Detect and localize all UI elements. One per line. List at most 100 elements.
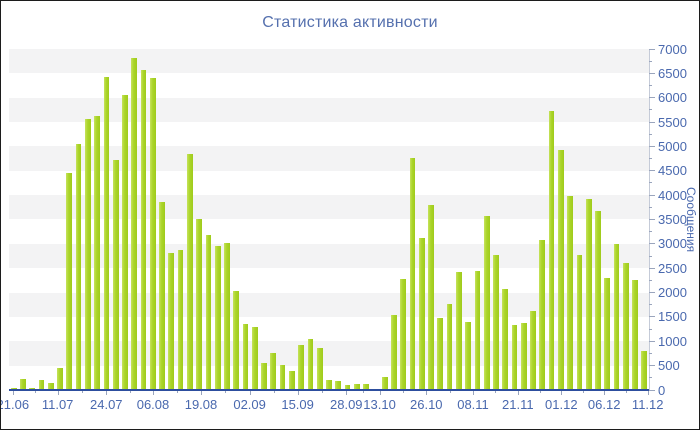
- y-axis-label: 2500: [658, 260, 687, 276]
- x-minor-tick: [129, 391, 131, 393]
- gridband: [9, 97, 649, 123]
- y-axis-label: 3500: [658, 212, 687, 227]
- x-major-tick: [561, 391, 563, 395]
- bar: [530, 311, 536, 390]
- y-major-tick: [649, 243, 655, 245]
- y-axis-label: 500: [658, 358, 680, 374]
- bar: [84, 118, 91, 390]
- y-major-tick: [649, 292, 655, 294]
- x-major-tick: [297, 391, 299, 395]
- bar: [233, 291, 240, 390]
- x-major-tick: [346, 391, 348, 395]
- y-minor-tick: [649, 60, 652, 62]
- y-axis-label: 5000: [658, 138, 687, 154]
- bar: [94, 115, 100, 390]
- y-major-tick: [649, 219, 655, 220]
- bar: [66, 173, 73, 390]
- bar: [316, 347, 323, 390]
- bar: [465, 321, 471, 390]
- bar: [585, 198, 592, 390]
- x-axis-label: 11.07: [41, 397, 74, 412]
- bar: [613, 243, 620, 390]
- x-axis: 21.06 11.07 24.07 06.08 19.08 02.09 15.09 28.09…: [1, 391, 664, 413]
- bar: [261, 363, 267, 390]
- bar: [242, 324, 249, 390]
- y-minor-tick: [649, 255, 652, 257]
- x-minor-tick: [362, 391, 364, 393]
- y-axis-label: 5500: [658, 114, 687, 130]
- bar: [595, 210, 601, 390]
- bar: [205, 234, 212, 390]
- x-minor-tick: [321, 391, 323, 393]
- y-axis: 0 500 1000 1500 2000 2500 3000 3500 4000 4500 5000…: [649, 42, 699, 398]
- bar: [353, 384, 360, 390]
- y-axis-label: 0: [658, 382, 666, 398]
- y-axis-label: 4500: [658, 163, 687, 179]
- bar: [103, 77, 110, 390]
- bar: [428, 205, 434, 390]
- bar: [47, 383, 54, 390]
- y-minor-tick: [649, 231, 652, 233]
- x-minor-tick: [81, 391, 83, 393]
- y-axis-label: 1000: [658, 333, 687, 349]
- y-minor-tick: [649, 182, 652, 184]
- y-minor-tick: [649, 304, 652, 306]
- y-axis-label: 6000: [658, 90, 687, 106]
- y-axis-label: 7000: [658, 41, 687, 57]
- y-major-tick: [649, 72, 655, 74]
- x-axis-line: [9, 389, 649, 391]
- bar: [122, 94, 128, 390]
- y-minor-tick: [649, 109, 652, 111]
- bar: [214, 245, 221, 390]
- bar: [10, 387, 17, 390]
- x-minor-tick: [539, 391, 541, 393]
- bar: [279, 365, 286, 390]
- x-axis-label: 01.12: [545, 397, 578, 412]
- y-minor-tick: [649, 158, 652, 160]
- bar: [632, 280, 638, 390]
- x-minor-tick: [177, 391, 178, 393]
- y-major-tick: [649, 365, 655, 367]
- bar: [400, 279, 407, 390]
- y-axis-label: 4000: [658, 187, 687, 203]
- x-major-tick: [106, 391, 108, 395]
- y-minor-tick: [649, 377, 652, 379]
- bar: [641, 351, 648, 390]
- x-minor-tick: [225, 391, 227, 393]
- bar: [446, 304, 453, 390]
- x-minor-tick: [402, 391, 404, 393]
- y-minor-tick: [649, 328, 652, 330]
- bar: [418, 238, 425, 390]
- bar: [391, 314, 397, 390]
- bar: [159, 202, 165, 390]
- x-axis-label: 21.11: [502, 397, 534, 412]
- bar: [558, 149, 564, 390]
- bar: [511, 325, 518, 390]
- y-minor-tick: [649, 206, 652, 208]
- bar: [493, 254, 499, 390]
- y-major-tick: [649, 389, 655, 391]
- x-major-tick: [201, 391, 202, 395]
- bar: [474, 270, 481, 390]
- bar: [539, 240, 546, 390]
- x-axis-label: 21.06: [1, 397, 30, 412]
- bar: [483, 216, 490, 390]
- bar: [409, 158, 416, 390]
- x-axis-label: 19.08: [184, 397, 218, 412]
- bar: [326, 380, 332, 390]
- bar: [38, 379, 45, 390]
- y-major-tick: [649, 194, 655, 196]
- bar: [289, 371, 295, 390]
- x-major-tick: [426, 391, 428, 395]
- x-minor-tick: [449, 391, 451, 393]
- y-major-tick: [649, 121, 655, 123]
- x-axis-label: 06.08: [136, 397, 170, 412]
- x-minor-tick: [273, 391, 275, 393]
- bar: [112, 160, 119, 390]
- x-major-tick: [249, 391, 251, 395]
- x-major-tick: [647, 391, 649, 395]
- bar: [437, 317, 444, 390]
- y-axis-label: 1500: [658, 309, 687, 325]
- bar: [622, 262, 629, 390]
